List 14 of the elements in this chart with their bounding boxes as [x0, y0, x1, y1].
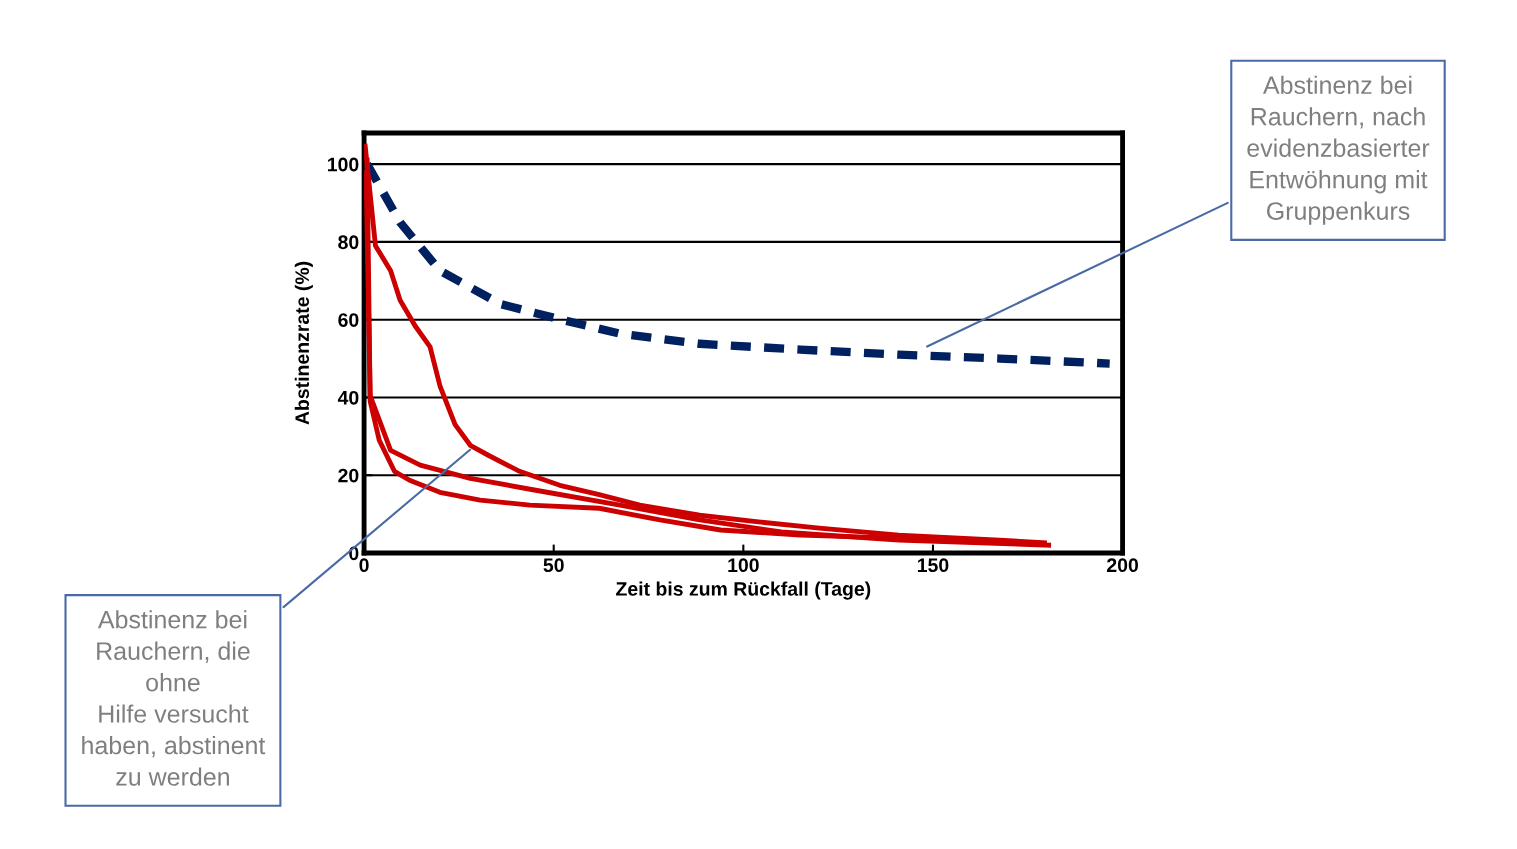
x-tick-label: 200: [1107, 558, 1139, 573]
x-tick-label: 150: [917, 558, 949, 573]
y-tick-label: 40: [337, 390, 359, 405]
y-tick-label: 80: [338, 235, 359, 250]
x-axis-title: Zeit bis zum Rückfall (Tage): [616, 581, 871, 600]
y-axis-title: Abstinenzrate (%): [294, 261, 313, 425]
annotation: Abstinenz bei Rauchern, die ohne Hilfe versucht haben, abstinent zu werden: [82, 610, 266, 786]
x-tick-label: 0: [359, 558, 369, 573]
y-tick-label: 100: [328, 157, 359, 172]
y-tick-label: 60: [338, 313, 359, 327]
annotation: Abstinenz bei Rauchern, nach evidenzbasierter Entwöhnung mit Gruppenkurs: [1247, 75, 1430, 225]
x-tick-label: 100: [728, 558, 759, 573]
y-tick-label: 20: [338, 468, 359, 483]
x-tick-label: 50: [543, 558, 564, 573]
